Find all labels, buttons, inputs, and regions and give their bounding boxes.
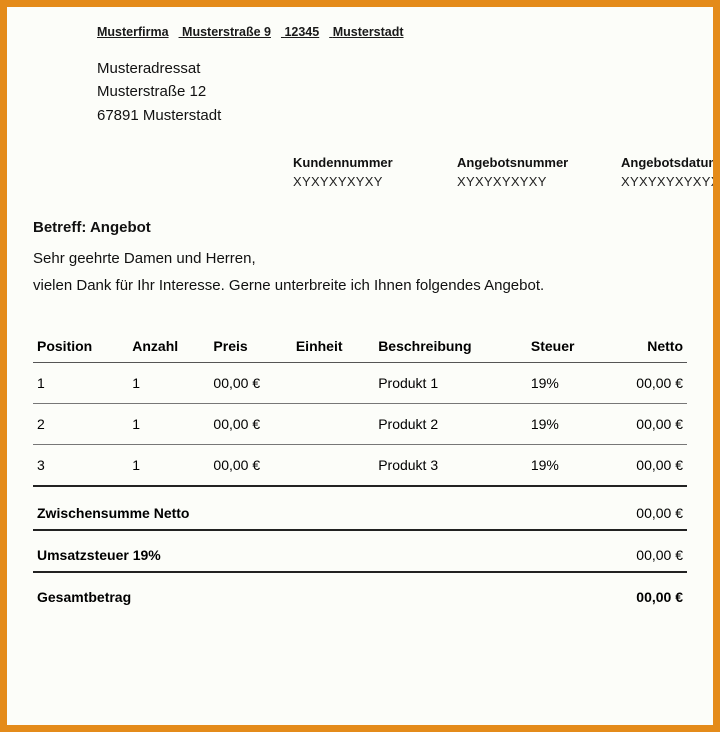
grand-total-row: Gesamtbetrag 00,00 € bbox=[33, 573, 687, 613]
subtotal-label: Zwischensumme Netto bbox=[37, 505, 189, 521]
document-frame: Musterfirma Musterstraße 9 12345 Musters… bbox=[0, 0, 720, 732]
table-row: 2 1 00,00 € Produkt 2 19% 00,00 € bbox=[33, 403, 687, 444]
cell-einheit bbox=[292, 403, 374, 444]
sender-street: Musterstraße 9 bbox=[182, 25, 271, 39]
cell-anzahl: 1 bbox=[128, 444, 209, 486]
col-netto: Netto bbox=[605, 332, 687, 363]
tax-row: Umsatzsteuer 19% 00,00 € bbox=[33, 531, 687, 573]
meta-customer-value: XYXYXYXYXY bbox=[293, 174, 413, 189]
cell-anzahl: 1 bbox=[128, 403, 209, 444]
subject-line: Betreff: Angebot bbox=[33, 219, 687, 236]
col-beschreibung: Beschreibung bbox=[374, 332, 527, 363]
tax-value: 00,00 € bbox=[636, 547, 683, 563]
grand-value: 00,00 € bbox=[636, 589, 683, 605]
meta-customer-label: Kundennummer bbox=[293, 155, 413, 170]
intro-text: vielen Dank für Ihr Interesse. Gerne unt… bbox=[33, 277, 687, 294]
cell-preis: 00,00 € bbox=[209, 362, 291, 403]
sender-line: Musterfirma Musterstraße 9 12345 Musters… bbox=[33, 25, 687, 39]
cell-netto: 00,00 € bbox=[605, 444, 687, 486]
sender-company: Musterfirma bbox=[97, 25, 169, 39]
col-anzahl: Anzahl bbox=[128, 332, 209, 363]
table-row: 1 1 00,00 € Produkt 1 19% 00,00 € bbox=[33, 362, 687, 403]
recipient-street: Musterstraße 12 bbox=[97, 80, 687, 103]
meta-date-label: Angebotsdatum bbox=[621, 155, 720, 170]
tax-label: Umsatzsteuer 19% bbox=[37, 547, 161, 563]
cell-beschreibung: Produkt 2 bbox=[374, 403, 527, 444]
grand-label: Gesamtbetrag bbox=[37, 589, 131, 605]
cell-einheit bbox=[292, 444, 374, 486]
items-table: Position Anzahl Preis Einheit Beschreibu… bbox=[33, 332, 687, 487]
col-preis: Preis bbox=[209, 332, 291, 363]
recipient-name: Musteradressat bbox=[97, 57, 687, 80]
meta-row: Kundennummer XYXYXYXYXY Angebotsnummer X… bbox=[33, 155, 687, 189]
meta-date-value: XYXYXYXYXYXY bbox=[621, 174, 720, 189]
cell-steuer: 19% bbox=[527, 403, 605, 444]
subtotal-row: Zwischensumme Netto 00,00 € bbox=[33, 489, 687, 531]
meta-date: Angebotsdatum XYXYXYXYXYXY bbox=[621, 155, 720, 189]
meta-customer: Kundennummer XYXYXYXYXY bbox=[293, 155, 413, 189]
cell-position: 3 bbox=[33, 444, 128, 486]
meta-offer-value: XYXYXYXYXY bbox=[457, 174, 577, 189]
spacer bbox=[33, 304, 687, 322]
subtotal-value: 00,00 € bbox=[636, 505, 683, 521]
table-row: 3 1 00,00 € Produkt 3 19% 00,00 € bbox=[33, 444, 687, 486]
table-header-row: Position Anzahl Preis Einheit Beschreibu… bbox=[33, 332, 687, 363]
salutation: Sehr geehrte Damen und Herren, bbox=[33, 250, 687, 267]
cell-anzahl: 1 bbox=[128, 362, 209, 403]
cell-steuer: 19% bbox=[527, 444, 605, 486]
cell-einheit bbox=[292, 362, 374, 403]
cell-steuer: 19% bbox=[527, 362, 605, 403]
totals-block: Zwischensumme Netto 00,00 € Umsatzsteuer… bbox=[33, 489, 687, 613]
meta-offer: Angebotsnummer XYXYXYXYXY bbox=[457, 155, 577, 189]
recipient-block: Musteradressat Musterstraße 12 67891 Mus… bbox=[33, 57, 687, 127]
sender-zip: 12345 bbox=[284, 25, 319, 39]
meta-offer-label: Angebotsnummer bbox=[457, 155, 577, 170]
sender-city: Musterstadt bbox=[333, 25, 404, 39]
cell-netto: 00,00 € bbox=[605, 362, 687, 403]
cell-preis: 00,00 € bbox=[209, 444, 291, 486]
cell-position: 1 bbox=[33, 362, 128, 403]
cell-preis: 00,00 € bbox=[209, 403, 291, 444]
cell-beschreibung: Produkt 1 bbox=[374, 362, 527, 403]
recipient-city: 67891 Musterstadt bbox=[97, 104, 687, 127]
col-einheit: Einheit bbox=[292, 332, 374, 363]
cell-beschreibung: Produkt 3 bbox=[374, 444, 527, 486]
cell-netto: 00,00 € bbox=[605, 403, 687, 444]
col-steuer: Steuer bbox=[527, 332, 605, 363]
col-position: Position bbox=[33, 332, 128, 363]
cell-position: 2 bbox=[33, 403, 128, 444]
